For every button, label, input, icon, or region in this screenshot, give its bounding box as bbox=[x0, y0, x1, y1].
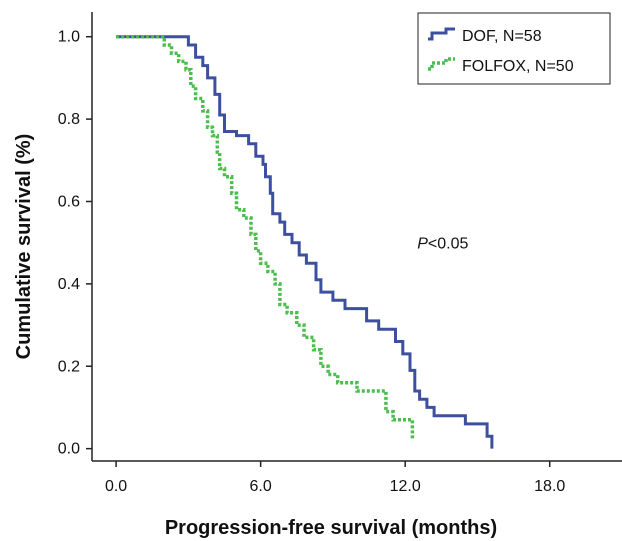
axes bbox=[91, 12, 622, 462]
series-line-folfox bbox=[116, 34, 415, 441]
p-value-rest: <0.05 bbox=[428, 236, 469, 253]
x-ticks: 0.0 6.0 12.0 18.0 bbox=[105, 461, 565, 495]
series-line-dof bbox=[116, 35, 494, 449]
legend-label-dof: DOF, N=58 bbox=[462, 28, 542, 45]
legend-swatch-dof bbox=[428, 27, 455, 41]
x-tick-label: 6.0 bbox=[250, 478, 272, 495]
legend-label-folfox: FOLFOX, N=50 bbox=[462, 58, 574, 75]
y-tick-label: 0.0 bbox=[58, 441, 80, 458]
y-tick-label: 1.0 bbox=[58, 29, 80, 46]
p-value-annotation: P<0.05 bbox=[417, 236, 468, 253]
legend-swatch-folfox bbox=[428, 57, 455, 71]
y-axis-title: Cumulative survival (%) bbox=[13, 134, 35, 360]
y-tick-label: 0.6 bbox=[58, 193, 80, 210]
y-tick-label: 0.2 bbox=[58, 358, 80, 375]
x-tick-label: 0.0 bbox=[105, 478, 127, 495]
legend: DOF, N=58 FOLFOX, N=50 bbox=[417, 12, 611, 85]
y-ticks: 0.0 0.2 0.4 0.6 0.8 1.0 bbox=[58, 29, 92, 458]
x-tick-label: 12.0 bbox=[390, 478, 421, 495]
legend-box bbox=[417, 12, 611, 85]
y-tick-label: 0.8 bbox=[58, 111, 80, 128]
series-layer bbox=[116, 34, 494, 449]
x-tick-label: 18.0 bbox=[534, 478, 565, 495]
y-tick-label: 0.4 bbox=[58, 276, 80, 293]
p-value-italic: P bbox=[417, 236, 428, 253]
x-axis-title: Progression-free survival (months) bbox=[165, 517, 497, 539]
